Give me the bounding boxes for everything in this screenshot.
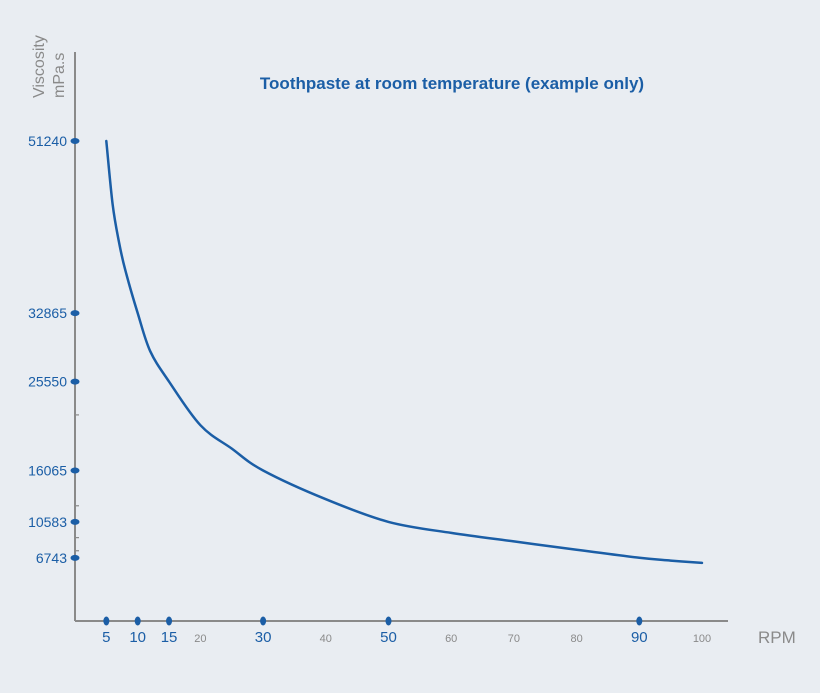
y-axis-label: Viscosity [31, 35, 48, 98]
chart-title: Toothpaste at room temperature (example … [260, 74, 644, 93]
y-tick-marker [70, 467, 80, 474]
y-tick-label: 51240 [28, 133, 67, 149]
x-tick-label-minor: 60 [445, 633, 457, 645]
x-tick-marker [385, 616, 392, 626]
x-tick-label-minor: 20 [194, 633, 206, 645]
x-tick-marker [636, 616, 643, 626]
x-tick-label-minor: 80 [570, 633, 582, 645]
axes [74, 52, 728, 622]
y-tick-label: 6743 [36, 550, 67, 566]
x-tick-marker [134, 616, 141, 626]
x-tick-marker [166, 616, 173, 626]
x-tick-label-minor: 70 [508, 633, 520, 645]
x-tick-label: 50 [380, 629, 397, 646]
x-tick-label-minor: 100 [693, 633, 711, 645]
y-tick-label: 16065 [28, 463, 67, 479]
x-axis-label: RPM [758, 628, 796, 647]
x-tick-label: 5 [102, 629, 110, 646]
y-tick-marker [70, 310, 80, 317]
x-tick-label: 15 [161, 629, 178, 646]
viscosity-curve [105, 139, 704, 565]
y-tick-marker [70, 138, 80, 144]
x-tick-marker [260, 616, 267, 626]
curve-group [105, 139, 704, 565]
x-tick-label: 10 [129, 629, 146, 646]
x-ticks: 5 10 15 30 50 90 20 40 60 70 80 100 [102, 616, 711, 646]
y-tick-marker [70, 554, 80, 561]
x-tick-label-minor: 40 [320, 633, 332, 645]
y-tick-marker [70, 518, 80, 525]
y-tick-marker [70, 378, 80, 385]
y-tick-label: 10583 [28, 514, 67, 530]
y-ticks: 51240 32865 25550 16065 10583 6743 [28, 133, 80, 566]
x-tick-label: 90 [631, 629, 648, 646]
y-axis-unit-label: mPa.s [51, 53, 68, 98]
x-tick-label: 30 [255, 629, 272, 646]
y-tick-label: 25550 [28, 374, 67, 390]
y-tick-label: 32865 [28, 305, 67, 321]
x-tick-marker [103, 616, 110, 626]
